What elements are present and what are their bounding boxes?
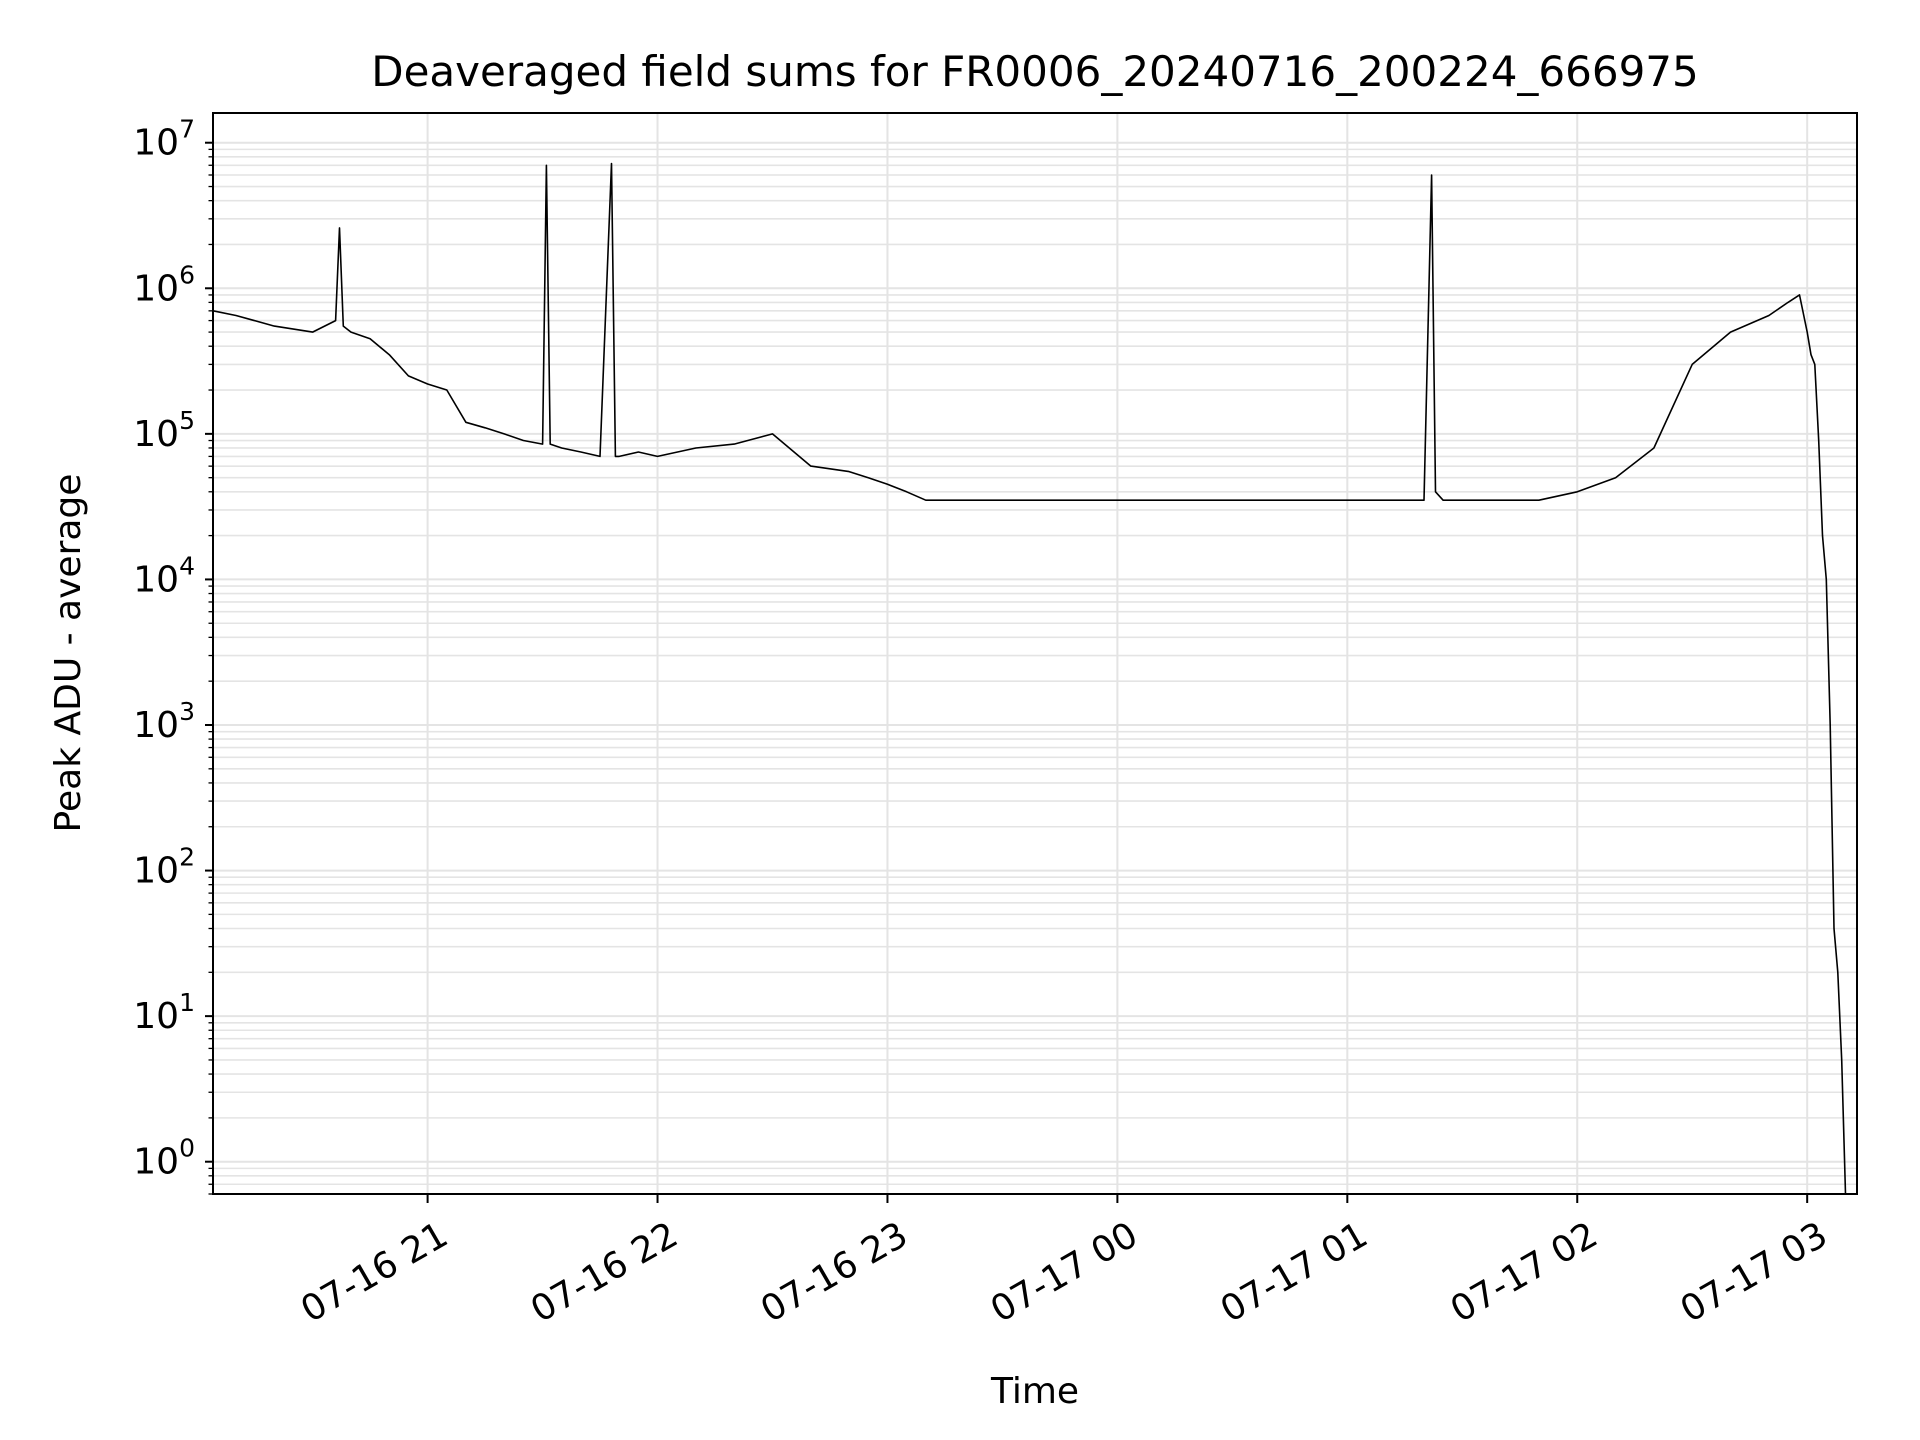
y-tick-label: 105 xyxy=(133,406,195,455)
y-axis-label: Peak ADU - average xyxy=(48,474,89,833)
y-tick-label: 102 xyxy=(133,843,195,892)
x-axis-label: Time xyxy=(990,1371,1079,1412)
series-group xyxy=(212,162,1847,1195)
series-line xyxy=(212,162,1847,1195)
y-tick-label: 107 xyxy=(133,115,195,164)
y-tick-label: 101 xyxy=(133,988,195,1037)
grid xyxy=(213,113,1857,1195)
plot-frame xyxy=(212,112,1858,1195)
y-axis: 100 101 102 103 104 105 106 107 xyxy=(133,115,213,1195)
y-tick-label: 103 xyxy=(133,697,195,746)
y-tick-label: 106 xyxy=(133,260,195,309)
plot-area xyxy=(213,113,1857,1194)
y-tick-label: 100 xyxy=(133,1134,195,1183)
chart-title: Deaveraged field sums for FR0006_2024071… xyxy=(371,47,1699,96)
y-tick-label: 104 xyxy=(133,551,195,600)
